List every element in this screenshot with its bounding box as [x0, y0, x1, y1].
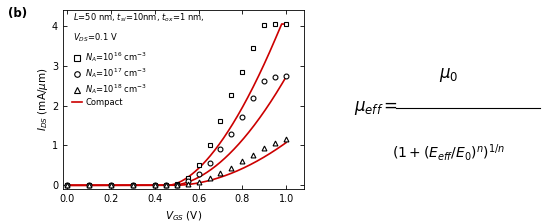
Text: $\left(1+\left(E_{eff}/E_0\right)^n\right)^{1/n}$: $\left(1+\left(E_{eff}/E_0\right)^n\righ…: [392, 142, 505, 163]
Text: $\mu_0$: $\mu_0$: [439, 67, 458, 84]
Text: (b): (b): [8, 7, 27, 20]
Text: $\mu_{eff} = $: $\mu_{eff} = $: [354, 99, 398, 117]
Y-axis label: $I_{DS}$ (mA/$\mu$m): $I_{DS}$ (mA/$\mu$m): [37, 68, 50, 131]
X-axis label: $V_{GS}$ (V): $V_{GS}$ (V): [165, 210, 202, 223]
Text: $L$=50 nm, $t_{si}$=10nm, $t_{ox}$=1 nm,: $L$=50 nm, $t_{si}$=10nm, $t_{ox}$=1 nm,: [73, 12, 204, 24]
Legend: $N_A$=10$^{16}$ cm$^{-3}$, $N_A$=10$^{17}$ cm$^{-3}$, $N_A$=10$^{18}$ cm$^{-3}$,: $N_A$=10$^{16}$ cm$^{-3}$, $N_A$=10$^{17…: [72, 50, 147, 107]
Text: $V_{DS}$=0.1 V: $V_{DS}$=0.1 V: [73, 32, 118, 44]
